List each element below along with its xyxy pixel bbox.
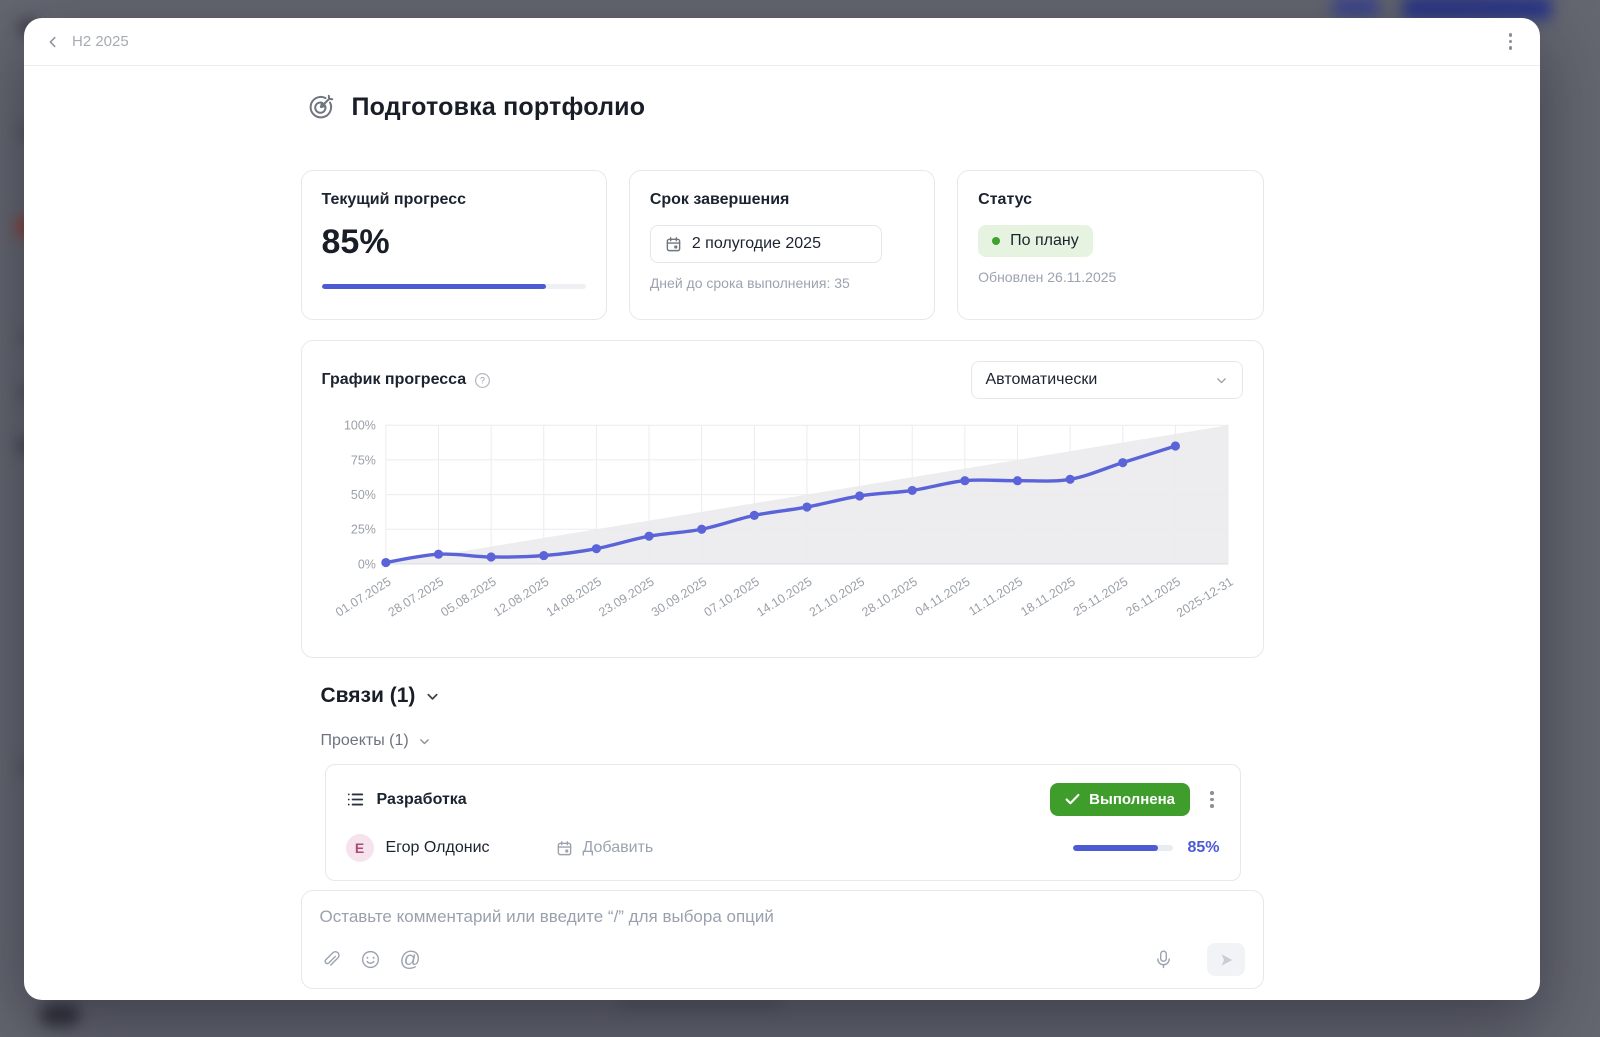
chart-title: График прогресса: [321, 371, 467, 388]
smiley-icon: [361, 950, 379, 969]
status-card-title: Статус: [978, 191, 1033, 208]
back-button[interactable]: H2 2025: [46, 33, 129, 50]
background-blur-button: [1402, 0, 1552, 20]
status-updated-label: Обновлен 26.11.2025: [978, 269, 1117, 285]
svg-text:07.10.2025: 07.10.2025: [701, 575, 761, 620]
assignee-avatar: Е: [345, 834, 374, 862]
svg-text:?: ?: [480, 375, 485, 385]
mention-button[interactable]: @: [399, 947, 421, 971]
svg-text:26.11.2025: 26.11.2025: [1123, 575, 1183, 619]
chart-mode-select[interactable]: Автоматически: [970, 361, 1243, 399]
project-name: Разработка: [376, 790, 467, 808]
task-list-icon: [347, 793, 363, 806]
deadline-select[interactable]: 2 полугодие 2025: [649, 225, 882, 263]
svg-text:50%: 50%: [350, 488, 375, 502]
current-progress-card: Текущий прогресс 85%: [300, 170, 607, 320]
background-blur-item: [620, 998, 780, 1008]
status-badge-label: По плану: [1010, 232, 1079, 249]
links-section-toggle[interactable]: Связи (1): [301, 684, 1264, 708]
svg-text:30.09.2025: 30.09.2025: [648, 575, 708, 620]
project-more-button[interactable]: [1204, 785, 1220, 814]
deadline-card-title: Срок завершения: [649, 191, 790, 208]
project-progress-label: 85%: [1187, 839, 1220, 856]
modal-header: H2 2025: [24, 18, 1540, 66]
assignee-name: Егор Олдонис: [385, 839, 490, 856]
background-blur-button: [1332, 0, 1380, 16]
days-left-label: Дней до срока выполнения: 35: [649, 275, 850, 291]
chevron-left-icon: [49, 36, 56, 47]
add-date-button[interactable]: Добавить: [556, 839, 654, 857]
svg-text:2025-12-31: 2025-12-31: [1174, 575, 1236, 621]
summary-cards: Текущий прогресс 85% Срок завершения 2 п…: [300, 170, 1264, 320]
links-label: Связи (1): [320, 684, 416, 707]
svg-text:100%: 100%: [343, 419, 375, 433]
progress-value: 85%: [321, 223, 390, 261]
svg-text:28.07.2025: 28.07.2025: [385, 575, 445, 620]
project-status-button[interactable]: Выполнена: [1050, 783, 1190, 816]
page-title: Подготовка портфолио: [351, 92, 646, 121]
chevron-down-icon: [419, 738, 429, 744]
svg-text:11.11.2025: 11.11.2025: [966, 575, 1025, 619]
svg-text:05.08.2025: 05.08.2025: [438, 575, 498, 620]
calendar-icon: [666, 236, 681, 251]
project-progress-fill: [1073, 845, 1159, 851]
status-card: Статус По плану Обновлен 26.11.2025: [957, 170, 1264, 320]
svg-text:04.11.2025: 04.11.2025: [912, 575, 972, 619]
svg-text:12.08.2025: 12.08.2025: [491, 575, 551, 620]
svg-text:23.09.2025: 23.09.2025: [596, 575, 656, 620]
paperclip-icon: [323, 951, 340, 966]
progress-bar-track: [321, 284, 586, 289]
status-dot-icon: [992, 237, 1001, 245]
projects-section-toggle[interactable]: Проекты (1): [301, 732, 1264, 750]
check-icon: [1065, 793, 1080, 805]
microphone-icon: [1156, 950, 1170, 969]
projects-label: Проекты (1): [320, 732, 409, 749]
svg-text:01.07.2025: 01.07.2025: [333, 575, 393, 620]
microphone-button[interactable]: [1153, 949, 1174, 970]
background-blur-item: [40, 1004, 80, 1026]
svg-text:75%: 75%: [350, 453, 375, 467]
svg-text:0%: 0%: [357, 557, 375, 571]
progress-chart-card: График прогресса ? Автоматически 0% 25% 50…: [300, 340, 1264, 658]
svg-text:14.08.2025: 14.08.2025: [543, 575, 603, 620]
back-label: H2 2025: [72, 33, 129, 50]
svg-text:14.10.2025: 14.10.2025: [754, 575, 814, 620]
more-menu-button[interactable]: [1503, 27, 1519, 56]
chevron-down-icon: [427, 693, 438, 700]
project-card[interactable]: Разработка Выполнена Е Егор Олдонис: [324, 764, 1241, 881]
progress-card-title: Текущий прогресс: [321, 191, 467, 208]
send-comment-button[interactable]: [1206, 943, 1245, 976]
modal-content: Подготовка портфолио Текущий прогресс 85…: [300, 66, 1264, 989]
deadline-value: 2 полугодие 2025: [691, 235, 821, 252]
progress-chart: 0% 25% 50% 75% 100% 01.07.202528.07.202505.08…: [333, 419, 1236, 621]
goal-target-icon: [309, 94, 333, 119]
chevron-down-icon: [1216, 377, 1226, 383]
comment-input[interactable]: [319, 907, 1245, 927]
deadline-card: Срок завершения 2 полугодие 2025 Дней до…: [628, 170, 936, 320]
chart-header: График прогресса ? Автоматически: [322, 361, 1243, 399]
svg-text:25.11.2025: 25.11.2025: [1070, 575, 1130, 619]
goal-title-row: Подготовка портфолио: [301, 92, 1264, 122]
svg-text:21.10.2025: 21.10.2025: [806, 575, 866, 620]
svg-text:25%: 25%: [350, 523, 375, 537]
progress-bar-fill: [321, 284, 547, 289]
emoji-button[interactable]: [360, 949, 381, 970]
svg-text:18.11.2025: 18.11.2025: [1018, 575, 1078, 619]
goal-details-modal: H2 2025 Подготовка портфолио Текущий про…: [24, 18, 1540, 1000]
svg-text:28.10.2025: 28.10.2025: [859, 575, 919, 620]
add-date-label: Добавить: [582, 839, 654, 856]
status-badge[interactable]: По плану: [978, 225, 1093, 257]
comment-composer: @: [300, 890, 1264, 989]
help-icon[interactable]: ?: [474, 372, 491, 389]
attach-file-button[interactable]: [320, 949, 341, 970]
project-status-label: Выполнена: [1089, 791, 1175, 808]
send-icon: [1221, 953, 1232, 966]
chart-mode-value: Автоматически: [985, 371, 1098, 388]
project-progress-track: [1073, 845, 1174, 851]
calendar-icon: [557, 840, 571, 855]
